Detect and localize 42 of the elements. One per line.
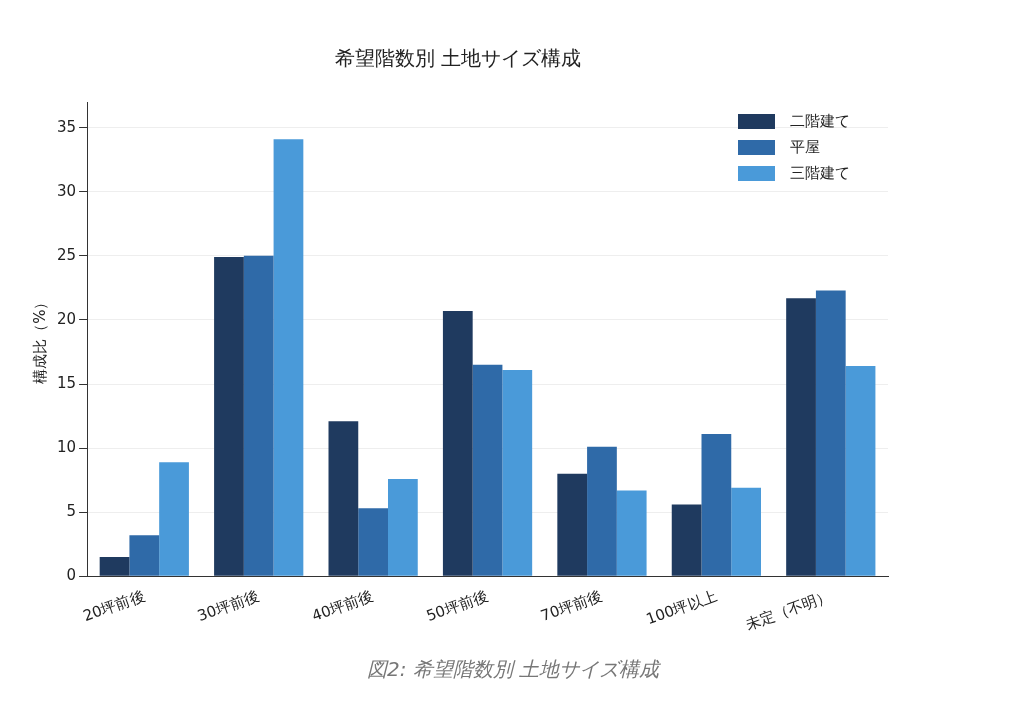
bar [731, 487, 761, 576]
y-axis-title: 構成比（%） [30, 294, 49, 384]
bar [472, 364, 503, 576]
bar [243, 255, 274, 576]
x-tick-label: 50坪前後 [423, 586, 491, 626]
x-tick-label: 未定（不明） [742, 586, 834, 634]
bar [328, 421, 359, 576]
y-tick-label: 10 [56, 438, 77, 456]
y-tick-label: 15 [56, 373, 77, 392]
bar [587, 446, 617, 576]
x-tick-label: 100坪以上 [643, 586, 720, 629]
bar [502, 369, 533, 576]
y-tick-label: 20 [56, 309, 77, 328]
bar [129, 535, 160, 576]
x-tick-label: 20坪前後 [80, 586, 147, 626]
bar [388, 478, 418, 576]
chart-title: 希望階数別 土地サイズ構成 [334, 46, 582, 71]
y-tick-label: 0 [66, 566, 77, 585]
bar [815, 290, 846, 576]
legend-label: 平屋 [790, 137, 820, 156]
bar [214, 257, 244, 576]
x-tick-label: 40坪前後 [309, 586, 376, 626]
legend-label: 二階建て [790, 111, 850, 130]
y-tick-label: 25 [56, 245, 77, 264]
legend-label: 三階建て [790, 163, 850, 182]
y-tick-label: 30 [56, 181, 77, 200]
bar [442, 310, 473, 576]
bar [786, 298, 816, 576]
bar [159, 462, 189, 576]
bar [273, 139, 304, 576]
bar [845, 366, 876, 576]
bar [557, 473, 588, 576]
bar [99, 557, 130, 576]
bar [358, 508, 388, 576]
bar [701, 434, 732, 576]
y-tick-label: 5 [66, 502, 77, 521]
bar [671, 504, 702, 576]
caption: 図2: 希望階数別 土地サイズ構成 [365, 656, 662, 683]
y-tick-label: 35 [56, 117, 77, 136]
x-tick-label: 30坪前後 [195, 586, 262, 626]
bar [616, 490, 647, 576]
x-tick-label: 70坪前後 [538, 586, 605, 626]
